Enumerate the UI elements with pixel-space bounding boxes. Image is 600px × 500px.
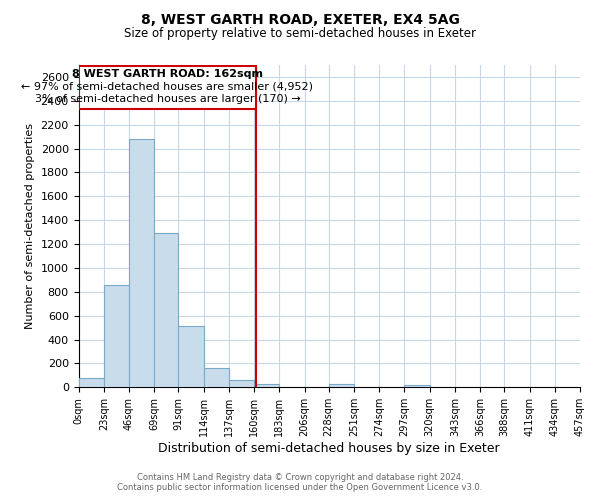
Text: Size of property relative to semi-detached houses in Exeter: Size of property relative to semi-detach… — [124, 28, 476, 40]
Bar — [79, 66, 256, 109]
Bar — [129, 139, 154, 388]
Text: Contains HM Land Registry data © Crown copyright and database right 2024.
Contai: Contains HM Land Registry data © Crown c… — [118, 473, 482, 492]
Text: 3% of semi-detached houses are larger (170) →: 3% of semi-detached houses are larger (1… — [35, 94, 301, 104]
Bar — [154, 234, 178, 388]
Bar — [203, 368, 229, 388]
Bar — [329, 384, 354, 388]
Text: ← 97% of semi-detached houses are smaller (4,952): ← 97% of semi-detached houses are smalle… — [22, 82, 313, 92]
Bar — [229, 380, 254, 388]
Bar — [254, 384, 280, 388]
Bar — [178, 326, 203, 388]
X-axis label: Distribution of semi-detached houses by size in Exeter: Distribution of semi-detached houses by … — [158, 442, 500, 455]
Bar — [79, 378, 104, 388]
Y-axis label: Number of semi-detached properties: Number of semi-detached properties — [25, 123, 35, 329]
Bar — [104, 284, 129, 388]
Text: 8, WEST GARTH ROAD, EXETER, EX4 5AG: 8, WEST GARTH ROAD, EXETER, EX4 5AG — [140, 12, 460, 26]
Bar — [404, 385, 430, 388]
Text: 8 WEST GARTH ROAD: 162sqm: 8 WEST GARTH ROAD: 162sqm — [72, 69, 263, 79]
